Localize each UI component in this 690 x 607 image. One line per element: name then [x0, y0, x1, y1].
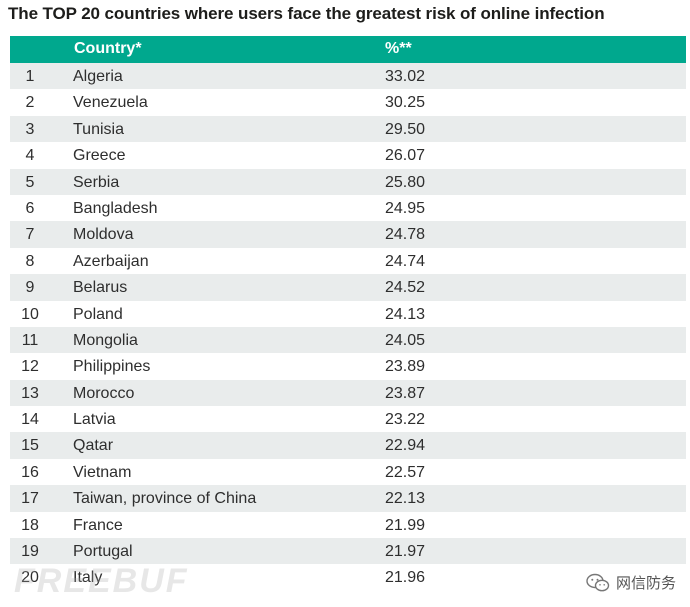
country-cell: France — [73, 516, 123, 534]
table-row: 12 Philippines 23.89 — [10, 353, 686, 379]
country-cell: Mongolia — [73, 331, 138, 349]
rank-cell: 18 — [21, 516, 39, 534]
rank-cell: 12 — [21, 358, 39, 376]
country-cell: Greece — [73, 147, 126, 165]
rank-cell: 10 — [21, 305, 39, 323]
percent-cell: 21.96 — [385, 569, 426, 587]
table-row: 19 Portugal 21.97 — [10, 538, 686, 565]
percent-cell: 22.13 — [385, 490, 426, 508]
country-cell: Vietnam — [73, 463, 132, 481]
table-row: 2 Venezuela 30.25 — [10, 89, 686, 115]
table-row: 4 Greece 26.07 — [10, 142, 686, 168]
table-row: 16 Vietnam 22.57 — [10, 459, 686, 485]
percent-cell: 24.05 — [385, 331, 426, 349]
percent-cell: 21.99 — [385, 516, 426, 534]
table-row: 8 Azerbaijan 24.74 — [10, 248, 686, 274]
country-cell: Bangladesh — [73, 199, 158, 217]
percent-cell: 30.25 — [385, 94, 426, 112]
rank-cell: 5 — [25, 173, 35, 191]
country-cell: Italy — [73, 569, 103, 587]
country-cell: Azerbaijan — [73, 252, 149, 270]
table-body: 1 Algeria 33.02 2 Venezuela 30.25 3 Tunisia 29.5… — [10, 63, 686, 591]
table-row: 5 Serbia 25.80 — [10, 168, 686, 195]
percent-cell: 25.80 — [385, 173, 426, 191]
percent-cell: 29.50 — [385, 120, 426, 138]
rank-cell: 11 — [21, 331, 39, 349]
rank-cell: 19 — [21, 543, 39, 561]
country-cell: Moldova — [73, 226, 134, 244]
percent-cell: 23.22 — [385, 411, 426, 429]
table-header: Country* %** — [10, 36, 686, 63]
table-row: 14 Latvia 23.22 — [10, 406, 686, 432]
rank-cell: 9 — [25, 279, 35, 297]
percent-cell: 33.02 — [385, 68, 426, 85]
wechat-watermark: 网信防务 — [586, 572, 676, 593]
country-cell: Philippines — [73, 358, 151, 376]
table-row: 10 Poland 24.13 — [10, 301, 686, 327]
percent-cell: 24.78 — [385, 226, 426, 244]
table-row: 1 Algeria 33.02 — [10, 63, 686, 90]
table-row: 18 France 21.99 — [10, 512, 686, 538]
percent-cell: 24.95 — [385, 199, 426, 217]
country-cell: Venezuela — [73, 94, 148, 112]
country-cell: Serbia — [73, 173, 120, 191]
country-cell: Portugal — [73, 543, 133, 561]
wechat-account-name: 网信防务 — [615, 575, 676, 592]
rank-cell: 7 — [25, 226, 35, 244]
country-cell: Poland — [73, 305, 123, 323]
percent-cell: 24.74 — [385, 252, 426, 270]
country-cell: Qatar — [73, 437, 114, 455]
rank-cell: 13 — [21, 384, 39, 402]
country-cell: Tunisia — [73, 120, 124, 138]
rank-cell: 20 — [21, 569, 39, 587]
wechat-icon — [586, 573, 610, 591]
percent-cell: 24.52 — [385, 279, 426, 297]
header-percent: %** — [385, 40, 412, 57]
table-row: 11 Mongolia 24.05 — [10, 326, 686, 354]
table-row: 7 Moldova 24.78 — [10, 221, 686, 248]
rank-cell: 15 — [21, 437, 39, 455]
page-title: The TOP 20 countries where users face th… — [8, 4, 605, 23]
percent-cell: 21.97 — [385, 543, 426, 561]
table-row: 20 Italy 21.96 — [10, 564, 686, 590]
country-cell: Algeria — [73, 68, 123, 85]
percent-cell: 23.87 — [385, 384, 426, 402]
risk-table: Country* %** 1 Algeria 33.02 2 Venezuela 30.2… — [10, 36, 686, 591]
table-row: 13 Morocco 23.87 — [10, 379, 686, 407]
rank-cell: 17 — [21, 490, 39, 508]
rank-cell: 4 — [25, 147, 35, 165]
rank-cell: 3 — [25, 120, 35, 138]
rank-cell: 14 — [21, 411, 39, 429]
table-row: 3 Tunisia 29.50 — [10, 115, 686, 143]
table-row: 9 Belarus 24.52 — [10, 274, 686, 301]
rank-cell: 8 — [25, 252, 35, 270]
table-row: 15 Qatar 22.94 — [10, 432, 686, 459]
country-cell: Latvia — [73, 411, 116, 429]
table-row: 6 Bangladesh 24.95 — [10, 195, 686, 221]
percent-cell: 24.13 — [385, 305, 426, 323]
country-cell: Belarus — [73, 279, 128, 297]
rank-cell: 6 — [25, 199, 35, 217]
rank-cell: 2 — [25, 94, 35, 112]
header-country: Country* — [74, 40, 142, 57]
percent-cell: 22.94 — [385, 437, 426, 455]
rank-cell: 16 — [21, 463, 39, 481]
percent-cell: 26.07 — [385, 147, 426, 165]
table-row: 17 Taiwan, province of China 22.13 — [10, 485, 686, 512]
percent-cell: 22.57 — [385, 463, 426, 481]
country-cell: Taiwan, province of China — [73, 490, 257, 508]
percent-cell: 23.89 — [385, 358, 426, 376]
rank-cell: 1 — [25, 68, 35, 85]
country-cell: Morocco — [73, 384, 135, 402]
